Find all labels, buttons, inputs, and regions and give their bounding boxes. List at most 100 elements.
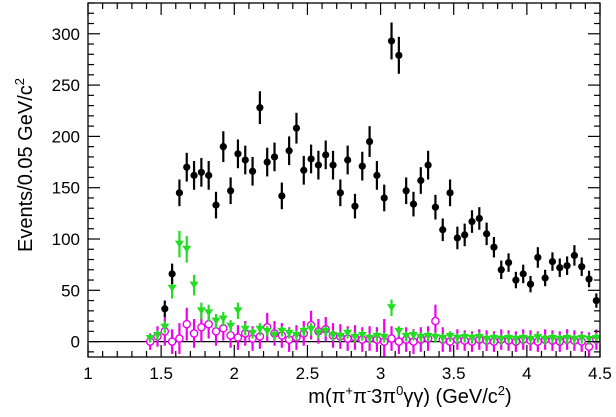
data-point bbox=[307, 155, 315, 163]
magenta-point bbox=[204, 319, 213, 329]
green-point bbox=[233, 307, 243, 315]
y-axis-label: Events/0.05 GeV/c2 bbox=[12, 78, 37, 252]
y-tick-label: 50 bbox=[61, 281, 80, 300]
data-point bbox=[270, 153, 279, 161]
green-point bbox=[482, 336, 492, 344]
data-point bbox=[212, 201, 220, 209]
green-point bbox=[577, 335, 587, 343]
green-point bbox=[408, 331, 418, 339]
green-point bbox=[335, 332, 345, 340]
y-tick-label: 250 bbox=[52, 76, 80, 95]
data-point bbox=[570, 251, 579, 260]
data-point bbox=[336, 189, 344, 197]
data-point bbox=[556, 264, 564, 272]
green-point bbox=[445, 332, 455, 340]
magenta-point bbox=[175, 334, 184, 343]
data-point bbox=[300, 166, 308, 174]
green-series bbox=[145, 230, 601, 345]
green-point bbox=[152, 331, 162, 339]
axes bbox=[87, 2, 601, 358]
magenta-point bbox=[233, 333, 243, 342]
data-series bbox=[161, 22, 600, 317]
green-point bbox=[504, 335, 514, 343]
green-point bbox=[379, 334, 389, 342]
data-point bbox=[526, 280, 535, 288]
green-point bbox=[518, 335, 528, 343]
green-point bbox=[306, 325, 316, 333]
data-point bbox=[519, 270, 527, 278]
magenta-point bbox=[211, 327, 221, 336]
green-point bbox=[328, 331, 338, 339]
data-point bbox=[197, 168, 205, 176]
data-point bbox=[344, 156, 352, 164]
data-point bbox=[439, 226, 447, 234]
green-point bbox=[569, 336, 579, 344]
data-point bbox=[241, 156, 249, 164]
green-point bbox=[511, 336, 521, 344]
data-point bbox=[219, 143, 227, 151]
y-tick-label: 100 bbox=[52, 230, 80, 249]
green-point bbox=[226, 322, 236, 330]
green-point bbox=[196, 307, 206, 315]
data-point bbox=[285, 147, 293, 155]
magenta-point bbox=[197, 322, 206, 332]
data-point bbox=[431, 203, 440, 211]
green-point bbox=[423, 332, 433, 340]
data-point bbox=[490, 243, 498, 251]
green-point bbox=[547, 335, 557, 343]
x-tick-label: 4 bbox=[522, 364, 531, 383]
data-point bbox=[395, 51, 403, 59]
green-point bbox=[438, 335, 448, 343]
data-point bbox=[190, 171, 198, 179]
data-point bbox=[292, 124, 301, 132]
data-point bbox=[497, 266, 505, 274]
green-point bbox=[211, 317, 221, 325]
data-point bbox=[453, 234, 461, 242]
green-point bbox=[452, 335, 462, 343]
magenta-point bbox=[387, 334, 396, 343]
data-point bbox=[446, 189, 454, 197]
data-point bbox=[504, 259, 513, 267]
green-point bbox=[291, 331, 301, 339]
green-point bbox=[255, 325, 265, 333]
green-point bbox=[474, 334, 484, 342]
data-point bbox=[512, 276, 520, 284]
data-point bbox=[541, 274, 549, 282]
data-point bbox=[424, 161, 432, 169]
green-point bbox=[562, 335, 572, 343]
data-point bbox=[468, 217, 476, 226]
y-tick-label: 300 bbox=[52, 25, 80, 44]
magenta-point bbox=[226, 331, 235, 340]
green-point bbox=[540, 336, 550, 344]
green-point bbox=[350, 334, 360, 342]
magenta-series bbox=[145, 304, 601, 357]
green-point bbox=[394, 327, 404, 335]
data-point bbox=[227, 187, 235, 195]
green-point bbox=[174, 240, 184, 248]
data-point bbox=[322, 151, 330, 159]
magenta-point bbox=[189, 329, 199, 338]
y-tick-label: 150 bbox=[52, 179, 80, 198]
green-point bbox=[365, 335, 375, 343]
data-point bbox=[205, 171, 213, 179]
green-point bbox=[526, 336, 536, 344]
green-point bbox=[343, 329, 353, 337]
green-point bbox=[284, 329, 294, 337]
data-point bbox=[578, 263, 586, 271]
green-point bbox=[416, 334, 426, 342]
magenta-point bbox=[394, 337, 404, 346]
x-tick-label: 1.5 bbox=[149, 364, 173, 383]
green-point bbox=[555, 336, 565, 344]
data-point bbox=[475, 214, 483, 223]
data-point bbox=[278, 192, 286, 200]
x-axis-label: m(π+π-3π0γγ) (GeV/c2) bbox=[308, 383, 511, 408]
x-tick-label: 1 bbox=[83, 364, 92, 383]
data-point bbox=[351, 202, 359, 210]
tick-labels: 1 1.5 2 2.5 3 3.5 4 4.5 0 50 100 150 200 250 300 bbox=[52, 25, 612, 383]
x-tick-label: 3.5 bbox=[442, 364, 466, 383]
data-point bbox=[314, 161, 322, 169]
data-point bbox=[161, 305, 169, 313]
green-point bbox=[591, 335, 601, 343]
plot-frame bbox=[87, 2, 601, 358]
